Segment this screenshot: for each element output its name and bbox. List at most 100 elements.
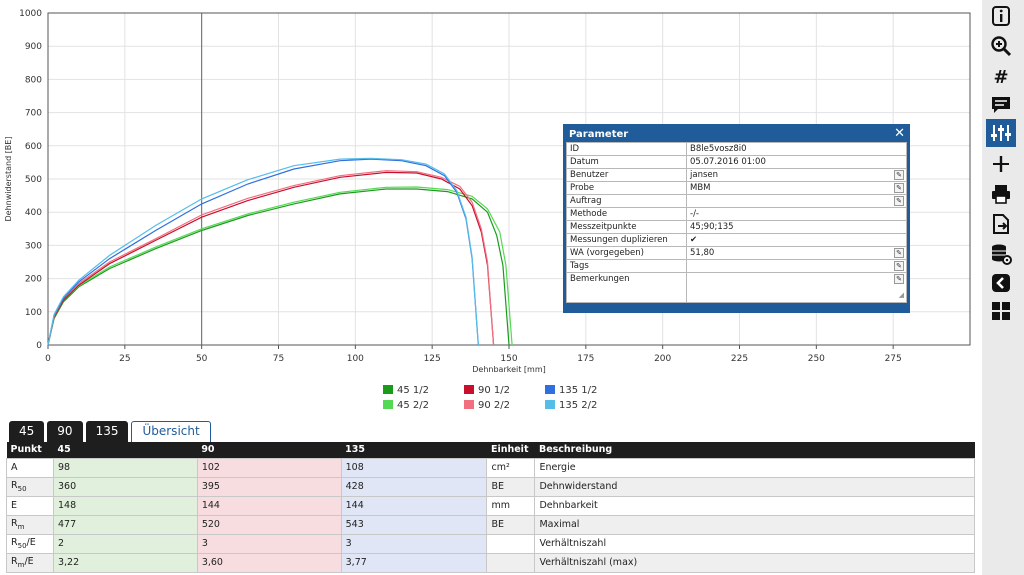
parameter-table: ID B8le5vosz8i0 Datum 05.07.2016 01:00 Benut…	[566, 142, 907, 303]
x-axis-title: Dehnbarkeit [mm]	[472, 365, 546, 374]
zoom-button[interactable]	[986, 32, 1016, 60]
info-icon	[992, 6, 1010, 26]
y-tick-label: 100	[25, 308, 42, 318]
table-row: Rm/E 3,22 3,60 3,77 Verhältniszahl (max)	[6, 552, 975, 573]
svg-text:#: #	[993, 67, 1008, 88]
x-tick-label: 150	[500, 354, 517, 364]
unit-cell: BE	[486, 476, 536, 497]
parameter-value[interactable]: jansen ✎	[686, 168, 907, 182]
x-tick-label: 250	[808, 354, 825, 364]
y-tick-label: 600	[25, 142, 42, 152]
edit-pencil-icon[interactable]: ✎	[894, 261, 904, 271]
parameter-key: Auftrag	[566, 194, 687, 208]
right-toolbar: #	[982, 0, 1024, 575]
edit-pencil-icon[interactable]: ✎	[894, 170, 904, 180]
x-tick-label: 25	[119, 354, 130, 364]
parameter-value[interactable]: ✎ ◢	[686, 272, 907, 303]
close-icon[interactable]: ✕	[894, 126, 905, 141]
column-header: Einheit	[486, 442, 535, 458]
print-button[interactable]	[986, 180, 1016, 208]
parameter-dialog-title: Parameter	[569, 129, 629, 140]
series-line	[47, 188, 510, 346]
grid-button[interactable]	[986, 297, 1016, 325]
parameter-row: Tags ✎	[566, 259, 907, 273]
legend-swatch	[383, 385, 393, 394]
edit-pencil-icon[interactable]: ✎	[894, 274, 904, 284]
description-cell: Maximal	[534, 514, 975, 535]
legend-item[interactable]: 90 2/2	[464, 400, 510, 411]
unit-cell: mm	[486, 495, 536, 516]
x-tick-label: 125	[424, 354, 441, 364]
column-header: Punkt	[6, 442, 54, 458]
value-135-cell: 428	[340, 476, 488, 497]
database-settings-button[interactable]	[986, 240, 1016, 268]
point-cell: Rm/E	[6, 552, 54, 573]
parameter-value[interactable]: ✎	[686, 194, 907, 208]
edit-pencil-icon[interactable]: ✎	[894, 196, 904, 206]
legend-swatch	[545, 400, 555, 409]
edit-pencil-icon[interactable]: ✎	[894, 248, 904, 258]
legend-label: 135 1/2	[559, 385, 597, 396]
sliders-button[interactable]	[986, 119, 1016, 147]
legend-item[interactable]: 90 1/2	[464, 385, 510, 396]
series-line	[47, 186, 513, 346]
legend-item[interactable]: 135 1/2	[545, 385, 597, 396]
parameter-key: Datum	[566, 155, 687, 169]
legend-label: 135 2/2	[559, 400, 597, 411]
column-header: 135	[341, 442, 487, 458]
back-icon	[992, 274, 1010, 292]
parameter-key: Methode	[566, 207, 687, 221]
parameter-row: ID B8le5vosz8i0	[566, 142, 907, 156]
point-cell: R50/E	[6, 533, 54, 554]
legend-item[interactable]: 45 1/2	[383, 385, 429, 396]
parameter-dialog: Parameter ✕ ID B8le5vosz8i0 Datum 05.07.201…	[563, 124, 910, 313]
hash-button[interactable]: #	[986, 62, 1016, 90]
comment-button[interactable]	[986, 91, 1016, 119]
value-90-cell: 520	[196, 514, 342, 535]
legend-item[interactable]: 135 2/2	[545, 400, 597, 411]
parameter-key: Messungen duplizieren	[566, 233, 687, 247]
parameter-row: Auftrag ✎	[566, 194, 907, 208]
parameter-value-text: MBM	[690, 183, 711, 193]
parameter-dialog-header[interactable]: Parameter ✕	[566, 126, 907, 142]
edit-pencil-icon[interactable]: ✎	[894, 183, 904, 193]
legend-swatch	[383, 400, 393, 409]
info-button[interactable]	[986, 2, 1016, 30]
tab-45[interactable]: 45	[9, 421, 45, 442]
parameter-row: Datum 05.07.2016 01:00	[566, 155, 907, 169]
parameter-key: Tags	[566, 259, 687, 273]
tab-135[interactable]: 135	[85, 421, 129, 442]
back-button[interactable]	[986, 269, 1016, 297]
parameter-value: 05.07.2016 01:00	[686, 155, 907, 169]
table-row: Rm 477 520 543 BE Maximal	[6, 514, 975, 535]
print-icon	[992, 185, 1010, 204]
table-row: E 148 144 144 mm Dehnbarkeit	[6, 495, 975, 516]
column-header: 45	[53, 442, 198, 458]
unit-cell	[486, 552, 536, 573]
export-button[interactable]	[986, 210, 1016, 238]
database-settings-icon	[992, 244, 1012, 265]
y-tick-label: 500	[25, 175, 42, 185]
parameter-row: Probe MBM ✎	[566, 181, 907, 195]
description-cell: Dehnwiderstand	[534, 476, 975, 497]
tab-uebersicht[interactable]: Übersicht	[131, 421, 211, 442]
parameter-value-text: ✔	[690, 235, 698, 245]
results-table: Punkt 45 90 135 Einheit Beschreibung A 98 102 10…	[6, 442, 975, 573]
parameter-value[interactable]: ✎	[686, 259, 907, 273]
y-tick-label: 900	[25, 42, 42, 52]
value-90-cell: 102	[196, 457, 342, 478]
parameter-row: Bemerkungen ✎ ◢	[566, 272, 907, 303]
parameter-value-text: -/-	[690, 209, 699, 219]
parameter-value[interactable]: MBM ✎	[686, 181, 907, 195]
marker-button[interactable]	[986, 150, 1016, 178]
value-45-cell: 98	[52, 457, 198, 478]
tab-90[interactable]: 90	[47, 421, 83, 442]
y-tick-label: 0	[36, 341, 42, 351]
legend-item[interactable]: 45 2/2	[383, 400, 429, 411]
x-tick-label: 275	[885, 354, 902, 364]
parameter-row: Benutzer jansen ✎	[566, 168, 907, 182]
resize-grip-icon[interactable]: ◢	[898, 291, 904, 299]
y-tick-label: 700	[25, 109, 42, 119]
value-45-cell: 477	[52, 514, 198, 535]
parameter-value[interactable]: 51,80 ✎	[686, 246, 907, 260]
